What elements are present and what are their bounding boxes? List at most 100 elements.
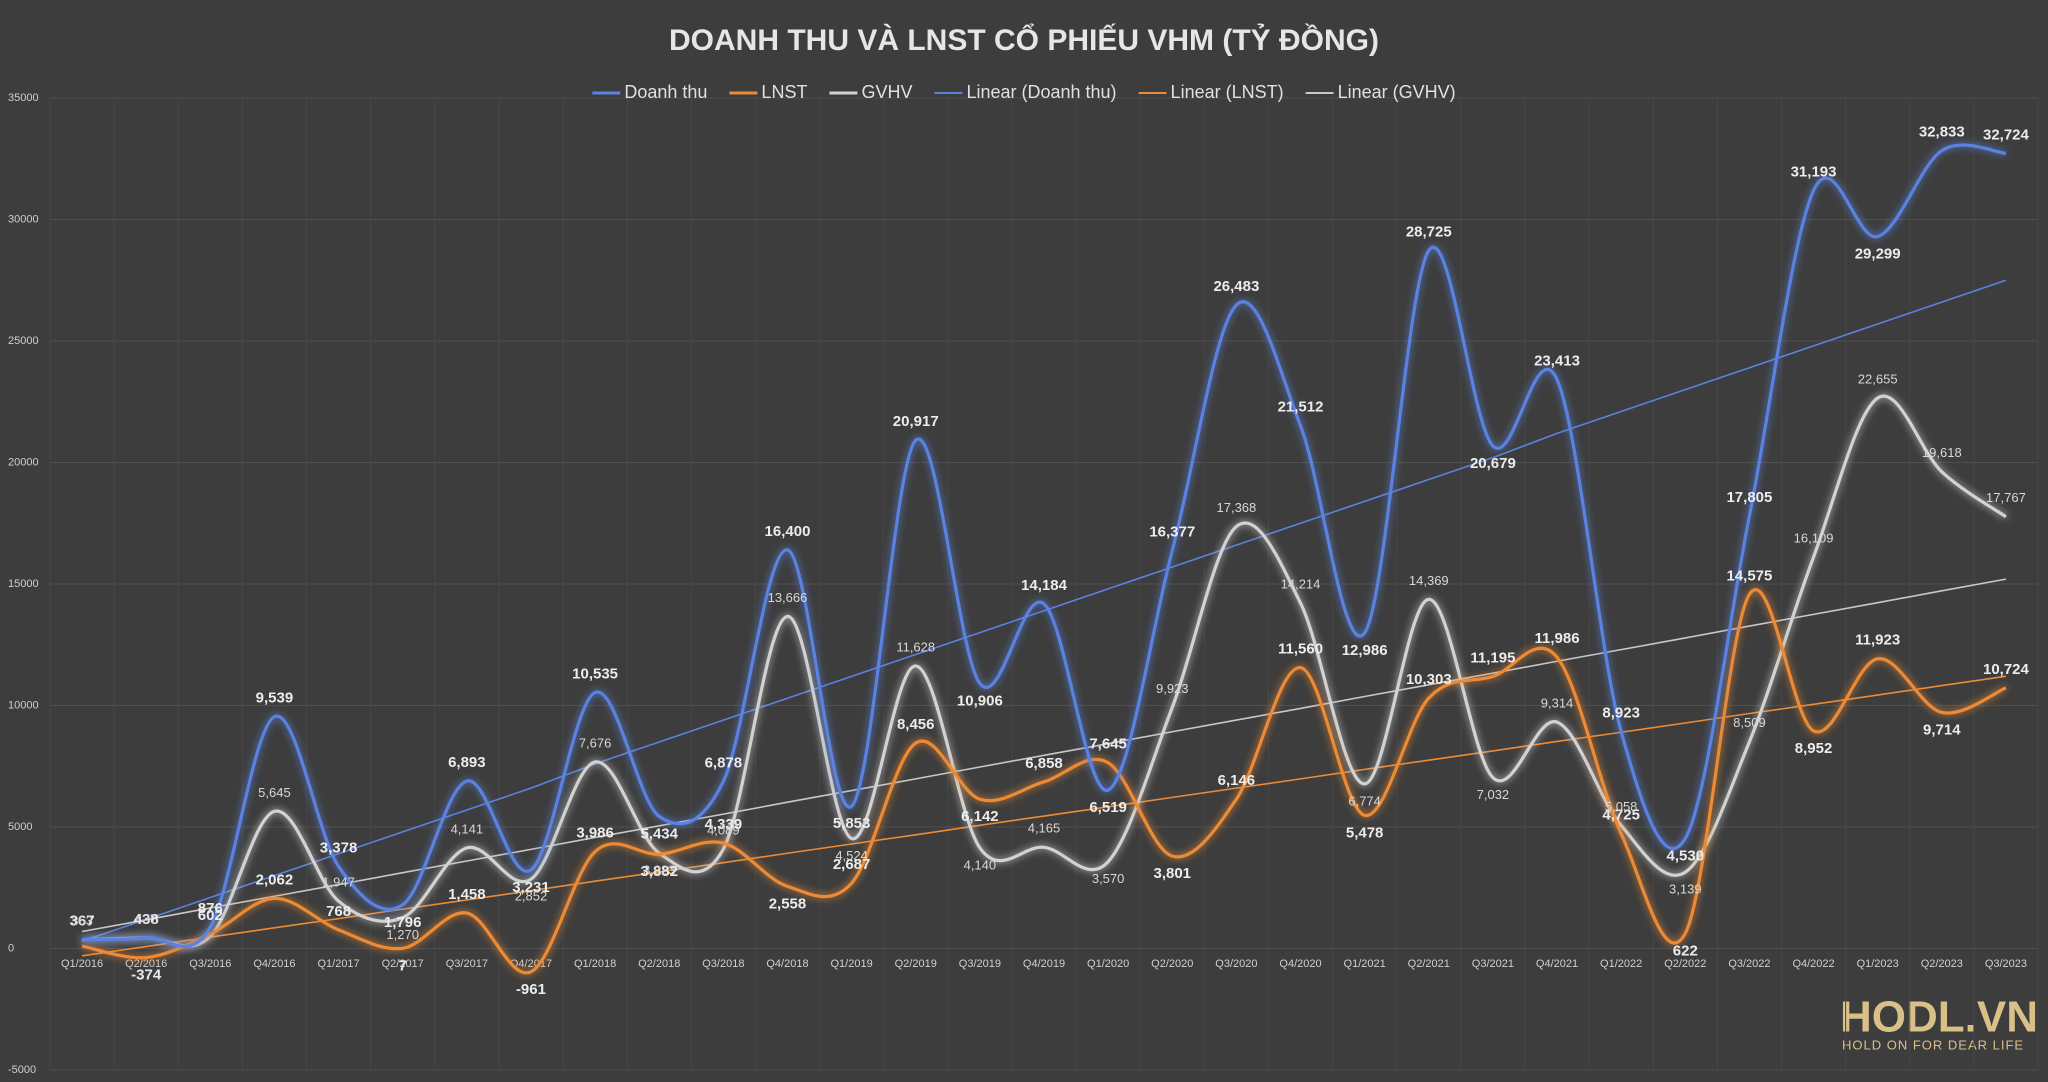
x-tick-label: Q4/2022 [1792,958,1834,970]
legend-label: GVHV [861,82,912,102]
data-label: 3,139 [1669,882,1702,897]
data-label: 6,142 [961,808,999,825]
data-label: 1,796 [384,914,422,931]
data-label: 3,923 [643,863,676,878]
data-label: 6,774 [1348,793,1381,808]
x-tick-label: Q4/2020 [1279,958,1321,970]
data-label: 3,231 [512,879,550,896]
x-tick-label: Q2/2022 [1664,958,1706,970]
data-label: 10,906 [957,692,1003,709]
data-label: 10,535 [572,665,618,682]
data-label: 17,805 [1726,489,1772,506]
data-label: 23,413 [1534,353,1580,370]
legend-label: Linear (Doanh thu) [966,82,1116,102]
data-label: 13,666 [768,590,808,605]
data-label: 16,400 [765,523,811,540]
y-tick-label: 30000 [8,213,39,225]
data-label: 20,917 [893,413,939,430]
data-label: 9,923 [1156,681,1189,696]
data-label: 1,270 [386,927,419,942]
data-label: 14,184 [1021,577,1068,594]
data-label: 11,923 [1855,632,1900,649]
x-tick-label: Q1/2019 [831,958,873,970]
data-label: 7 [399,957,407,974]
x-tick-label: Q1/2023 [1857,958,1899,970]
data-label: 19,618 [1922,445,1962,460]
data-label: 9,314 [1541,696,1574,711]
data-label: 10,724 [1983,661,2030,678]
legend-label: LNST [761,82,807,102]
x-tick-label: Q3/2019 [959,958,1001,970]
x-tick-label: Q3/2022 [1728,958,1770,970]
chart-title: DOANH THU VÀ LNST CỔ PHIẾU VHM (TỶ ĐỒNG) [669,23,1379,57]
trend-line [81,675,2007,957]
data-label: 16,377 [1149,524,1195,541]
x-tick-label: Q4/2021 [1536,958,1578,970]
data-label: 29,299 [1855,246,1901,263]
y-tick-label: 25000 [8,335,39,347]
data-label: 1,458 [448,886,486,903]
y-tick-label: 20000 [8,456,39,468]
trend-line [81,578,2007,933]
data-label: 3,378 [320,839,358,856]
data-label: 8,456 [897,716,935,733]
data-label: 5,853 [833,815,871,832]
data-label: 31,193 [1791,163,1837,180]
legend-label: Doanh thu [624,82,707,102]
data-label: 1,947 [322,875,355,890]
data-label: 17,767 [1986,490,2026,505]
data-label: 4,524 [835,848,868,863]
logo-tagline: HOLD ON FOR DEAR LIFE [1842,1037,2024,1052]
series-line [81,588,2007,975]
x-tick-label: Q2/2018 [638,958,680,970]
data-label: 5,058 [1605,799,1638,814]
y-tick-label: 15000 [8,578,39,590]
data-label: 7,645 [1089,736,1127,753]
data-label: 32,833 [1919,124,1965,141]
x-tick-label: Q3/2020 [1215,958,1257,970]
data-label: 4,165 [1028,821,1061,836]
data-label: 22,655 [1858,371,1898,386]
legend: Doanh thu LNST GVHV Linear (Doanh thu) Linea… [592,82,1456,102]
data-label: 12,986 [1342,642,1388,659]
data-label: 3,882 [640,863,678,880]
data-label: 3,570 [1092,871,1125,886]
data-label: 2,062 [256,871,294,888]
legend-label: Linear (LNST) [1171,82,1284,102]
x-tick-label: Q4/2016 [253,958,295,970]
data-label: 14,214 [1281,577,1321,592]
data-label: 28,725 [1406,223,1452,240]
data-label: 9,714 [1923,721,1961,738]
data-label: 602 [198,907,223,924]
data-label: -961 [516,981,546,998]
data-label: 4,141 [451,821,484,836]
data-label: 363 [71,913,93,928]
data-label: 17,368 [1217,500,1257,515]
data-label: 6,878 [705,754,743,771]
data-label: 11,628 [896,639,935,654]
series-line [82,143,2007,948]
data-label: 8,509 [1733,715,1766,730]
data-label: 26,483 [1213,278,1259,295]
data-label: 6,858 [1025,755,1063,772]
x-tick-label: Q3/2017 [446,958,488,970]
logo-name: HODL.VN [1840,993,2038,1042]
data-label: 6,893 [448,754,486,771]
data-label: 5,645 [258,785,291,800]
data-label: 11,195 [1470,649,1515,666]
y-tick-label: 10000 [8,699,39,711]
data-label: 3,801 [1153,865,1191,882]
data-label: 16,109 [1794,530,1834,545]
series-line [82,394,2007,948]
x-tick-label: Q2/2023 [1921,958,1963,970]
data-label: 5,478 [1346,824,1384,841]
legend-label: Linear (GVHV) [1338,82,1456,102]
x-tick-label: Q1/2017 [317,958,359,970]
x-tick-label: Q4/2019 [1023,958,1065,970]
x-tick-label: Q3/2016 [189,958,231,970]
x-tick-label: Q1/2022 [1600,958,1642,970]
x-tick-label: Q2/2016 [125,958,167,970]
